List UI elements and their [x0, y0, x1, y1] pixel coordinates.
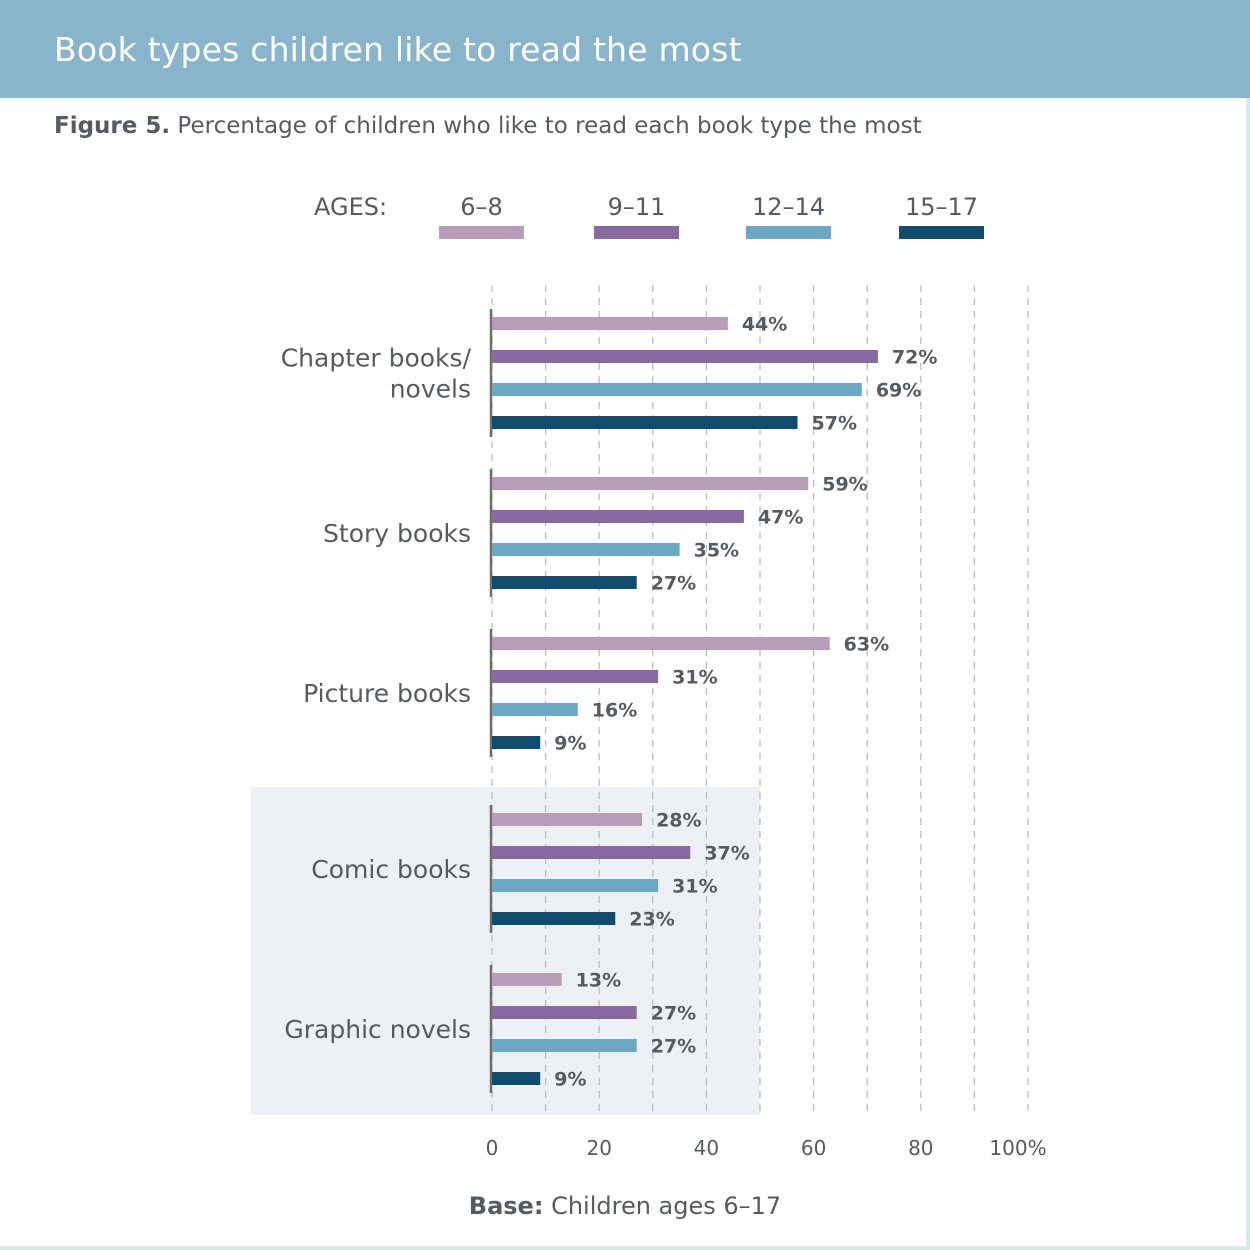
category-label: Graphic novels: [284, 1015, 471, 1044]
legend-swatch-2: [746, 226, 831, 239]
data-label: 27%: [651, 1003, 696, 1025]
data-label: 9%: [554, 1069, 586, 1091]
category-label: Story books: [323, 519, 471, 548]
base-text: Children ages 6–17: [543, 1192, 782, 1220]
bar: [492, 477, 809, 490]
bar: [492, 383, 862, 396]
data-label: 63%: [844, 634, 889, 656]
figure-subtitle: Figure 5. Percentage of children who lik…: [54, 113, 922, 139]
data-label: 16%: [592, 700, 637, 722]
data-label: 31%: [672, 667, 717, 689]
legend-swatch-0: [439, 226, 524, 239]
bar: [492, 1006, 637, 1019]
data-label: 59%: [822, 474, 867, 496]
data-label: 23%: [629, 909, 674, 931]
legend-swatch-3: [899, 226, 984, 239]
bar: [492, 510, 744, 523]
x-tick-label: 60: [801, 1136, 826, 1160]
bar: [492, 736, 541, 749]
bar: [492, 1072, 541, 1085]
bar: [492, 813, 643, 826]
category-label: Chapter books/: [281, 344, 472, 373]
legend-swatch-1: [594, 226, 679, 239]
legend-label-1: 9–11: [607, 193, 666, 221]
data-label: 44%: [742, 314, 787, 336]
bar: [492, 670, 659, 683]
data-label: 9%: [554, 733, 586, 755]
data-label: 27%: [651, 1036, 696, 1058]
bar: [492, 879, 659, 892]
header-banner: Book types children like to read the mos…: [0, 0, 1250, 98]
data-label: 31%: [672, 876, 717, 898]
bar: [492, 317, 728, 330]
highlight-band: [251, 787, 760, 1115]
x-tick-label: 100%: [989, 1136, 1046, 1160]
data-label: 27%: [651, 573, 696, 595]
x-tick-label: 0: [486, 1136, 499, 1160]
x-tick-label: 20: [586, 1136, 611, 1160]
bar: [492, 637, 830, 650]
bar: [492, 543, 680, 556]
figure-caption: Percentage of children who like to read …: [170, 113, 922, 139]
bar: [492, 912, 616, 925]
legend-label-3: 15–17: [904, 193, 979, 221]
data-label: 47%: [758, 507, 803, 529]
data-label: 69%: [876, 380, 921, 402]
base-label: Base:: [468, 1192, 544, 1220]
x-tick-label: 80: [908, 1136, 933, 1160]
category-label: Comic books: [311, 855, 471, 884]
legend-title: AGES:: [314, 193, 388, 221]
base-note: Base: Children ages 6–17: [0, 1192, 1250, 1220]
data-label: 13%: [576, 970, 621, 992]
bar: [492, 846, 691, 859]
x-tick-label: 40: [694, 1136, 719, 1160]
data-label: 72%: [892, 347, 937, 369]
bar: [492, 973, 562, 986]
data-label: 35%: [694, 540, 739, 562]
data-label: 37%: [704, 843, 749, 865]
bar: [492, 1039, 637, 1052]
category-label: novels: [390, 375, 471, 404]
bar: [492, 703, 578, 716]
page-title: Book types children like to read the mos…: [54, 30, 742, 69]
category-label: Picture books: [303, 679, 471, 708]
bar: [492, 576, 637, 589]
legend-label-0: 6–8: [460, 193, 503, 221]
data-label: 57%: [812, 413, 857, 435]
legend-label-2: 12–14: [751, 193, 826, 221]
bar: [492, 416, 798, 429]
data-label: 28%: [656, 810, 701, 832]
figure-label: Figure 5.: [54, 113, 171, 139]
bar: [492, 350, 878, 363]
